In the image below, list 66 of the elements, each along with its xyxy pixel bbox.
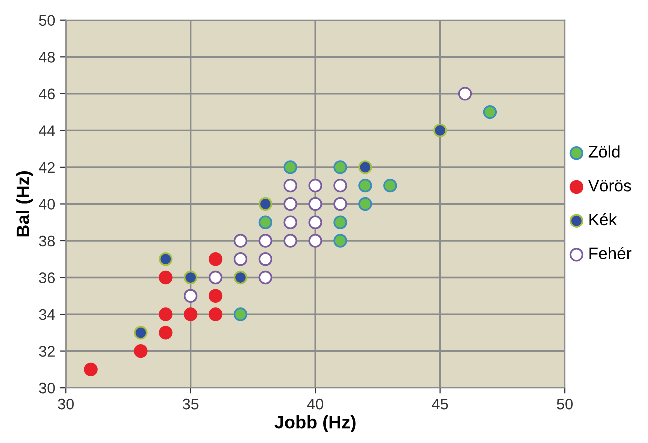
y-tick-label: 40 bbox=[39, 199, 56, 210]
point bbox=[258, 252, 273, 266]
point bbox=[334, 197, 348, 212]
point bbox=[159, 308, 173, 322]
point bbox=[234, 270, 248, 285]
point bbox=[308, 197, 322, 212]
point bbox=[358, 197, 372, 212]
point bbox=[208, 289, 223, 303]
point bbox=[334, 160, 348, 174]
y-tick-label: 38 bbox=[39, 236, 56, 247]
point bbox=[308, 178, 322, 193]
point bbox=[208, 252, 223, 266]
point bbox=[284, 197, 298, 212]
point bbox=[284, 216, 298, 230]
point bbox=[384, 178, 398, 193]
legend-label: Vörös bbox=[588, 180, 632, 192]
legend-label: Fehér bbox=[590, 247, 632, 260]
point bbox=[208, 308, 223, 322]
point bbox=[234, 234, 248, 248]
x-tick-label: 45 bbox=[432, 399, 448, 410]
y-tick-label: 32 bbox=[39, 346, 55, 357]
point bbox=[258, 270, 273, 285]
y-tick-label: 30 bbox=[39, 382, 56, 394]
point bbox=[284, 160, 298, 174]
x-tick-label: 35 bbox=[182, 398, 199, 410]
y-tick-label: 44 bbox=[39, 126, 56, 136]
point bbox=[208, 270, 223, 285]
legend-label: Zöld bbox=[588, 146, 620, 158]
y-tick-label: 34 bbox=[39, 309, 56, 320]
y-tick-label: 36 bbox=[39, 272, 56, 284]
point bbox=[258, 234, 273, 248]
x-axis-title: Jobb (Hz) bbox=[274, 416, 356, 432]
point bbox=[134, 344, 148, 358]
point bbox=[433, 124, 448, 138]
y-axis-title: Bal (Hz) bbox=[16, 172, 34, 237]
point bbox=[483, 105, 498, 120]
point bbox=[258, 216, 273, 230]
point bbox=[184, 308, 198, 322]
x-tick-label: 30 bbox=[58, 398, 74, 410]
x-tick-label: 50 bbox=[557, 398, 573, 410]
point bbox=[184, 289, 198, 303]
y-tick-label: 46 bbox=[39, 88, 56, 100]
point bbox=[159, 326, 173, 340]
point bbox=[234, 252, 248, 266]
point bbox=[358, 178, 372, 193]
point bbox=[334, 216, 348, 230]
point bbox=[134, 326, 148, 340]
point bbox=[234, 308, 248, 322]
point bbox=[84, 362, 98, 377]
y-tick-label: 50 bbox=[39, 15, 56, 26]
point bbox=[184, 270, 198, 285]
y-tick-label: 42 bbox=[39, 162, 55, 173]
point bbox=[458, 87, 472, 101]
point bbox=[308, 234, 322, 248]
point bbox=[358, 160, 372, 174]
point bbox=[284, 234, 298, 248]
legend-label: Kék bbox=[590, 213, 618, 226]
point bbox=[334, 178, 348, 193]
point bbox=[308, 216, 322, 230]
point bbox=[159, 270, 173, 285]
point bbox=[334, 234, 348, 248]
point bbox=[159, 252, 173, 266]
point bbox=[258, 197, 273, 212]
x-tick-label: 40 bbox=[307, 398, 324, 410]
y-tick-label: 48 bbox=[39, 52, 56, 63]
point bbox=[284, 178, 298, 193]
